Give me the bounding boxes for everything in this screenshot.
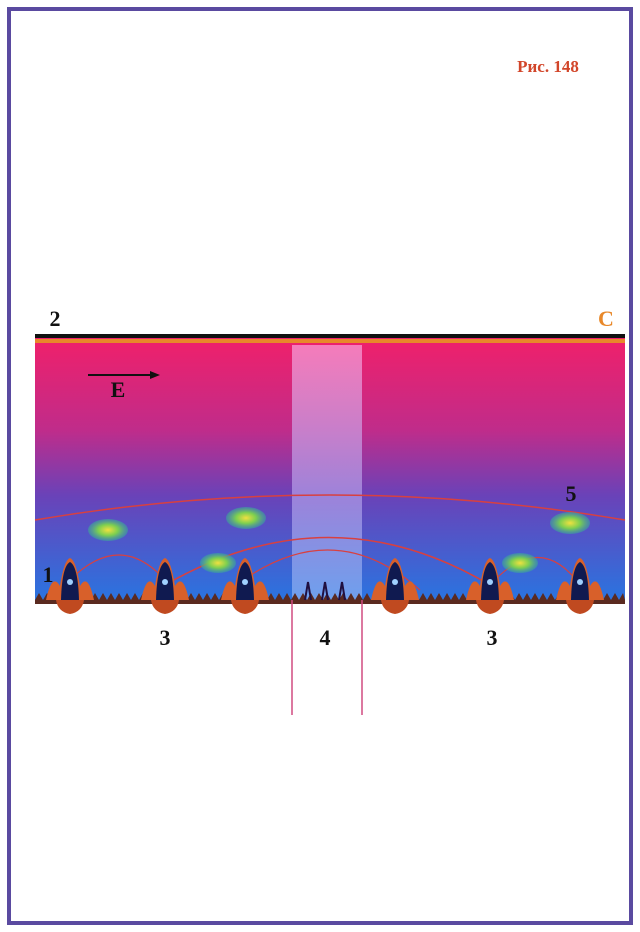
label: 1 xyxy=(43,562,54,587)
field-arrow-head xyxy=(150,371,160,379)
label: E xyxy=(111,377,126,402)
label: 4 xyxy=(320,625,331,650)
page-border xyxy=(7,7,633,925)
central-stripe xyxy=(292,345,362,600)
label: 5 xyxy=(566,481,577,506)
label: C xyxy=(598,306,614,331)
plasma-cloud xyxy=(88,519,128,541)
plasma-cloud xyxy=(200,553,236,573)
trajectory-arc xyxy=(69,554,166,581)
caption: Рис. 148 xyxy=(517,57,579,76)
trajectory-arc xyxy=(34,494,626,521)
small-spikes xyxy=(304,581,346,601)
plasma-cloud xyxy=(550,512,590,534)
trajectory-arc xyxy=(489,556,581,586)
label: 3 xyxy=(487,625,498,650)
plasma-cloud xyxy=(226,507,266,529)
label: 3 xyxy=(160,625,171,650)
label: 2 xyxy=(50,306,61,331)
plasma-cloud xyxy=(502,553,538,573)
